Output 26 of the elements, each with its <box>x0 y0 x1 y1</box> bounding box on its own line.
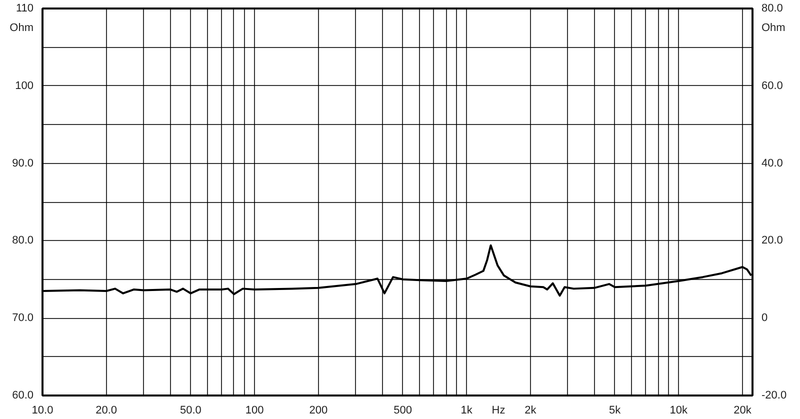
y2-tick-label: 20.0 <box>762 234 783 247</box>
x-tick-label: 1k <box>460 404 473 416</box>
x-tick-label: 500 <box>394 404 412 416</box>
x-tick-label: 200 <box>309 404 328 416</box>
x-axis-title: Hz <box>492 404 506 416</box>
y2-tick-label: 60.0 <box>762 80 783 92</box>
y2-tick-label: 0 <box>762 312 768 324</box>
y-tick-label: 110 <box>16 2 34 14</box>
x-tick-label: 5k <box>609 404 622 416</box>
y2-tick-label: -20.0 <box>762 390 787 402</box>
y-tick-label: 60.0 <box>12 390 34 402</box>
y-tick-label: 100 <box>15 80 34 92</box>
x-tick-label: 100 <box>245 404 264 416</box>
y2-tick-label: 80.0 <box>762 2 783 14</box>
y2-axis-title: Ohm <box>762 22 786 34</box>
y-axis-title: Ohm <box>10 22 34 34</box>
x-tick-label: 50.0 <box>180 404 202 416</box>
x-tick-label: 20k <box>734 404 752 416</box>
x-tick-label: 10k <box>670 404 688 416</box>
y-tick-label: 90.0 <box>12 157 34 170</box>
y-tick-label: 80.0 <box>12 234 34 247</box>
y-tick-label: 70.0 <box>12 312 34 324</box>
y2-tick-label: 40.0 <box>762 157 783 170</box>
x-tick-label: 2k <box>524 404 537 416</box>
x-tick-label: 10.0 <box>32 404 54 416</box>
x-tick-label: 20.0 <box>96 404 118 416</box>
